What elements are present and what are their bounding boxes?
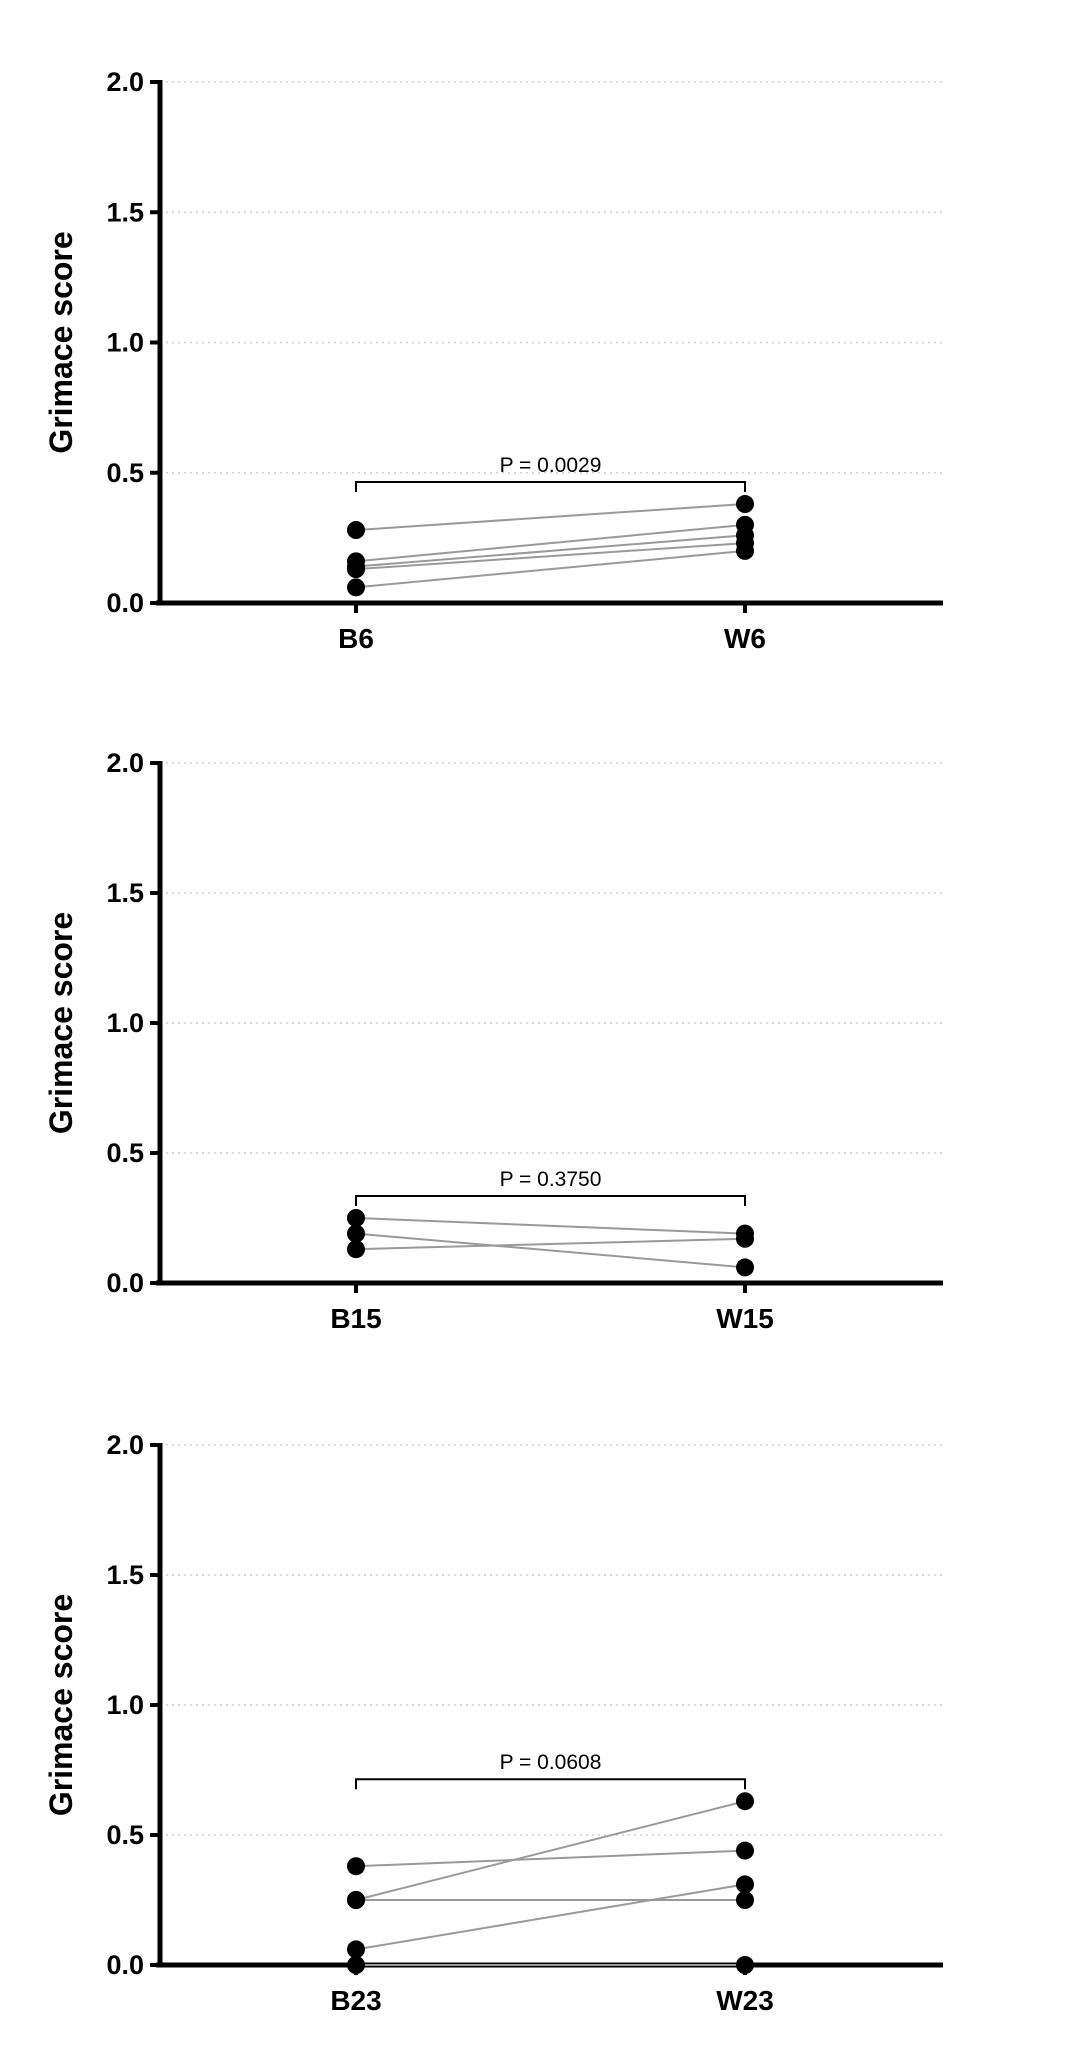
data-point <box>347 560 365 579</box>
pair-line <box>355 1232 746 1269</box>
y-axis-label: Grimace score <box>43 912 79 1134</box>
pair-line <box>355 1849 746 1868</box>
significance-bracket <box>355 481 746 493</box>
y-tick-label: 1.5 <box>106 197 144 227</box>
data-point <box>736 1956 754 1974</box>
data-point <box>736 1875 754 1894</box>
data-point <box>736 1841 754 1860</box>
p-value-annotation: P = 0.3750 <box>500 1168 602 1191</box>
pair-line <box>355 1883 746 1951</box>
pair-line <box>355 523 746 563</box>
data-point <box>347 1209 365 1227</box>
pair-line <box>355 534 746 568</box>
data-point <box>736 1891 754 1909</box>
y-tick-label: 0.5 <box>106 1820 144 1850</box>
significance-bracket <box>355 1778 746 1790</box>
significance-bracket <box>355 1195 746 1206</box>
x-category-label: W23 <box>716 1985 774 2016</box>
data-point <box>736 541 754 560</box>
x-category-label: B6 <box>338 623 374 654</box>
y-tick-label: 0.0 <box>106 1268 144 1298</box>
x-category-label: B23 <box>330 1985 381 2016</box>
pair-line <box>355 542 746 571</box>
data-point <box>347 1891 365 1909</box>
data-point <box>736 495 754 514</box>
y-tick-label: 1.0 <box>106 1690 144 1720</box>
y-tick-label: 1.5 <box>106 1560 144 1590</box>
y-tick-label: 0.5 <box>106 458 144 488</box>
pair-line <box>355 1217 746 1235</box>
y-axis-label: Grimace score <box>43 1594 79 1816</box>
y-tick-label: 1.5 <box>106 878 144 908</box>
data-point <box>347 1224 365 1243</box>
y-tick-label: 2.0 <box>106 1430 144 1460</box>
pair-line <box>355 1800 746 1901</box>
data-point <box>347 1940 365 1959</box>
data-point <box>347 1857 365 1876</box>
chart-panel-2: 0.0 0.5 1.0 1.5 2.0 B15 W15 Grimace score P = 0.… <box>43 748 943 1334</box>
y-tick-label: 2.0 <box>106 67 144 97</box>
y-tick-label: 2.0 <box>106 748 144 778</box>
data-point <box>347 521 365 540</box>
data-point <box>347 1240 365 1259</box>
y-axis-label: Grimace score <box>43 231 79 453</box>
pair-line <box>355 549 746 589</box>
y-tick-label: 0.0 <box>106 1950 144 1980</box>
x-category-label: W6 <box>724 623 766 654</box>
y-tick-label: 1.0 <box>106 1008 144 1038</box>
y-tick-label: 1.0 <box>106 328 144 358</box>
chart-panel-1: 0.0 0.5 1.0 1.5 2.0 B6 W6 Grimace score P = 0.00… <box>43 67 943 654</box>
chart-panel-3: 0.0 0.5 1.0 1.5 2.0 B23 W23 Grimace score P = 0.… <box>43 1430 943 2016</box>
y-tick-label: 0.0 <box>106 588 144 618</box>
x-category-label: W15 <box>716 1303 774 1334</box>
data-point <box>347 578 365 597</box>
p-value-annotation: P = 0.0029 <box>500 454 602 477</box>
pair-line <box>355 1237 746 1251</box>
p-value-annotation: P = 0.0608 <box>500 1751 602 1774</box>
pair-line <box>355 503 746 532</box>
data-point <box>736 1792 754 1811</box>
y-tick-label: 0.5 <box>106 1138 144 1168</box>
data-point <box>736 1258 754 1277</box>
data-point <box>347 1956 365 1974</box>
data-point <box>736 1229 754 1248</box>
x-category-label: B15 <box>330 1303 381 1334</box>
